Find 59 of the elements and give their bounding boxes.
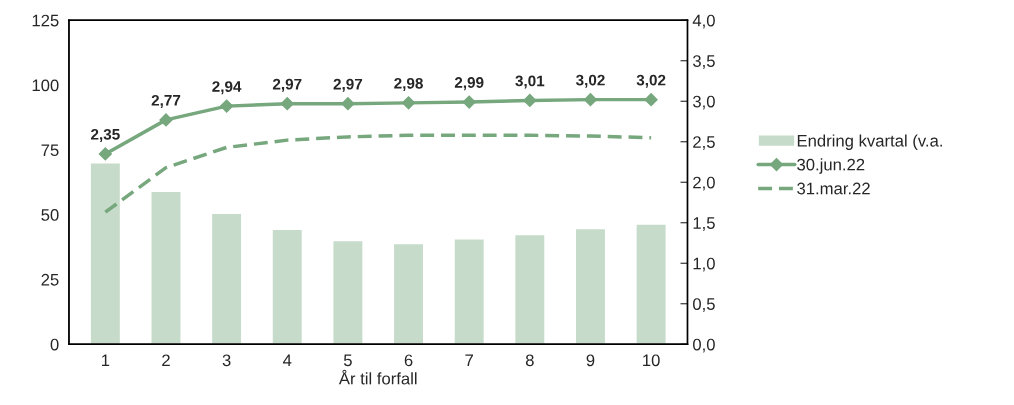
- bar: [392, 242, 425, 345]
- point: [523, 93, 537, 108]
- y2-tick-label: 3,0: [692, 95, 715, 110]
- point: [401, 96, 416, 110]
- y-tick-label: 0: [50, 338, 59, 351]
- y2-tick-label: 0,0: [693, 338, 715, 353]
- x-tick-label: 10: [643, 354, 660, 367]
- y-tick-label: 75: [41, 144, 59, 157]
- bar: [89, 162, 122, 345]
- bar: [271, 228, 304, 345]
- bar: [332, 239, 364, 345]
- y-tick-label: 25: [41, 273, 59, 286]
- data-label: 2,97: [333, 78, 363, 92]
- legend-label: 30.jun.22: [797, 158, 865, 174]
- data-label: 2,98: [394, 77, 423, 91]
- bar: [453, 238, 486, 345]
- data-label: 2,97: [272, 78, 302, 92]
- y-tick-label: 100: [32, 79, 59, 92]
- legend-label: 31.mar.22: [797, 182, 870, 195]
- data-label: 3,02: [575, 74, 605, 88]
- point: [280, 97, 294, 111]
- x-tick-label: 8: [525, 354, 534, 367]
- point: [98, 147, 112, 161]
- y2-tick-label: 1,0: [693, 257, 715, 272]
- legend-label: Endring kvartal (v.a.: [797, 134, 942, 150]
- point: [220, 99, 234, 113]
- point: [341, 97, 355, 111]
- x-tick-label: 1: [101, 354, 110, 367]
- data-label: 2,77: [151, 94, 181, 108]
- data-label: 3,01: [515, 75, 545, 89]
- x-tick-label: 4: [283, 354, 292, 367]
- point: [583, 93, 598, 107]
- data-label: 2,94: [212, 81, 242, 95]
- bar: [513, 233, 546, 345]
- bar: [150, 190, 182, 345]
- y2-tick-label: 2,5: [693, 136, 715, 150]
- x-tick-label: 7: [465, 354, 473, 367]
- point: [159, 113, 173, 127]
- bar: [635, 223, 667, 345]
- y2-tick-label: 3,5: [692, 55, 715, 69]
- bar: [574, 227, 607, 345]
- y2-tick-label: 2,0: [693, 176, 715, 191]
- x-tick-label: 5: [343, 354, 352, 367]
- point: [462, 95, 476, 109]
- x-tick-label: 6: [404, 354, 413, 367]
- data-label: 2,35: [91, 128, 120, 142]
- bar: [210, 212, 243, 345]
- x-axis-title: År til forfall: [338, 369, 417, 385]
- x-tick-label: 2: [162, 354, 170, 367]
- y-tick-label: 125: [32, 14, 59, 27]
- data-label: 3,02: [636, 74, 666, 88]
- x-tick-label: 3: [222, 354, 231, 367]
- y2-tick-label: 0,5: [693, 298, 715, 312]
- y-tick-label: 50: [41, 209, 59, 221]
- x-tick-label: 9: [586, 354, 595, 367]
- point: [644, 93, 658, 107]
- data-label: 2,99: [454, 77, 484, 91]
- y2-tick-label: 4,0: [692, 14, 715, 29]
- y2-tick-label: 1,5: [693, 217, 715, 231]
